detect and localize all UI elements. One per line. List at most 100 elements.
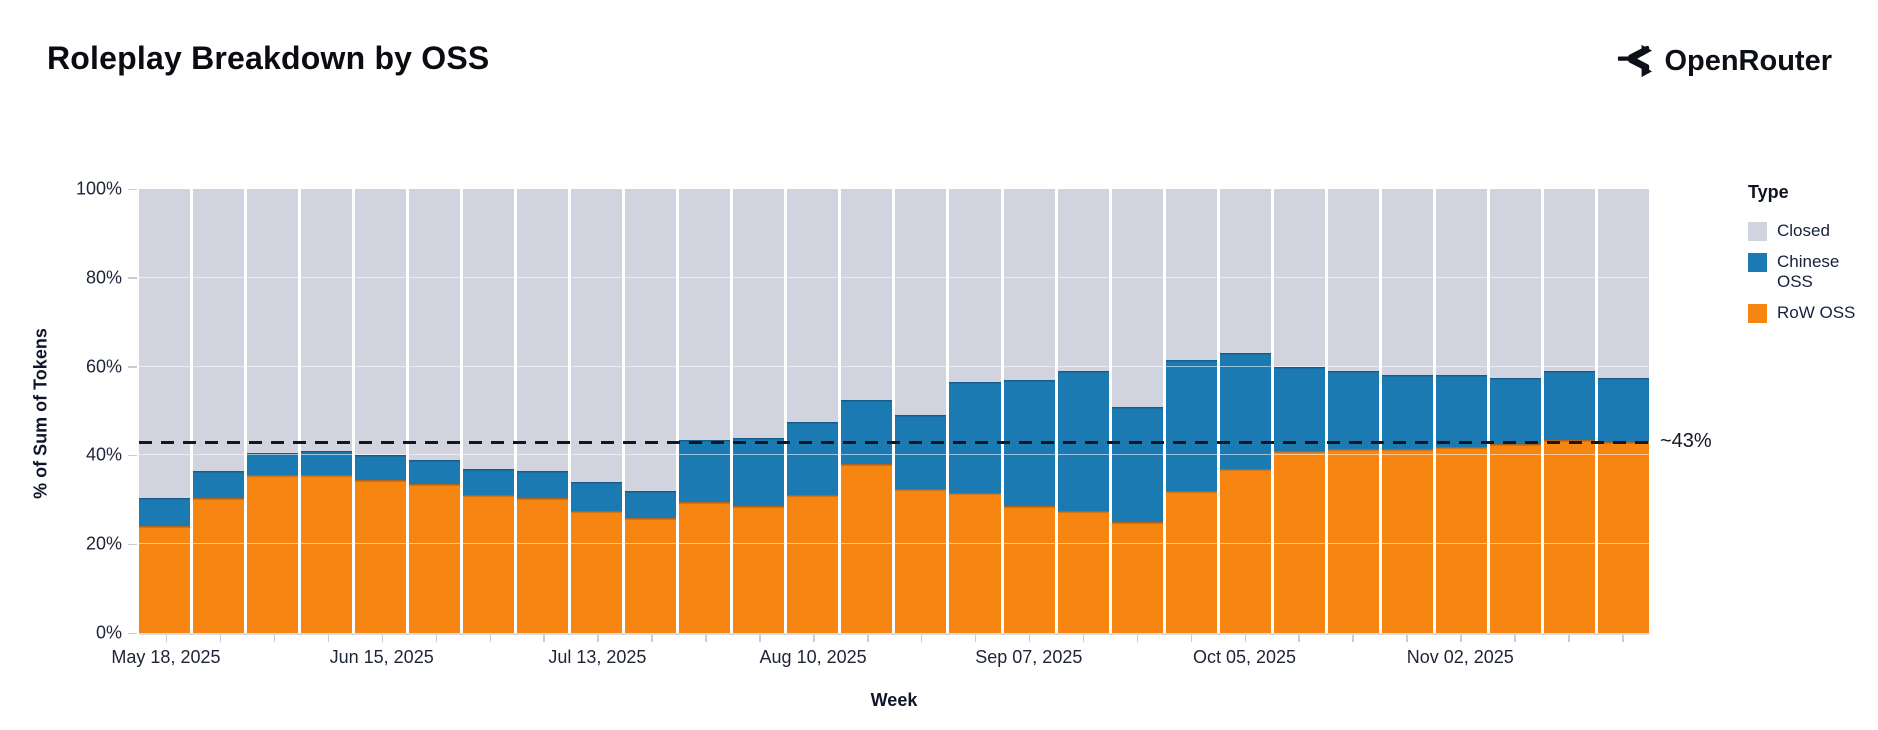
bar [1111,189,1163,633]
bar-segment-row-oss [139,526,191,633]
x-tick-mark [543,635,545,642]
bar-segment-chinese-oss [571,482,623,511]
x-tick-mark [867,635,869,642]
bar-segment-row-oss [1219,468,1271,633]
bar-segment-chinese-oss [679,439,731,503]
y-tick-mark [128,543,137,546]
bar-segment-row-oss [1057,510,1109,633]
bar-segment-row-oss [301,475,353,633]
x-tick-label: Oct 05, 2025 [1192,647,1297,667]
bar [1165,189,1217,633]
bar-segment-closed [625,189,677,491]
y-tick-label: 0% [95,622,122,643]
bar-segment-closed [247,189,299,454]
bar-segment-closed [355,189,407,456]
bar-segment-chinese-oss [139,497,191,527]
x-tick-mark [1028,635,1031,642]
legend-swatch-closed [1748,222,1767,241]
bar [679,189,731,633]
bar-segment-row-oss [1381,448,1433,633]
bar-segment-row-oss [841,464,893,633]
x-tick-mark [1460,635,1462,642]
bar [787,189,839,633]
bar-segment-row-oss [355,479,407,633]
bar [1219,189,1271,633]
reference-line [139,440,1653,444]
bar-segment-chinese-oss [787,422,839,496]
bar-segment-closed [1489,189,1541,378]
plot-area [139,189,1649,633]
bar-segment-closed [787,189,839,423]
bar [625,189,677,633]
x-tick-mark [1406,635,1408,642]
x-tick-mark [597,635,599,642]
bar-segment-chinese-oss [1597,377,1649,443]
bar-segment-closed [571,189,623,483]
bar [409,189,461,633]
bar-segment-chinese-oss [193,470,245,498]
bar-segment-closed [301,189,353,451]
openrouter-logo-icon [1618,44,1653,78]
bar-segment-row-oss [247,475,299,633]
bar [247,189,299,633]
x-tick-mark [1622,635,1624,642]
x-tick-mark [759,635,761,642]
bar-segment-row-oss [1165,490,1217,633]
x-tick-mark [381,635,384,642]
bar-segment-closed [841,189,893,400]
legend-item-closed: Closed [1748,221,1868,242]
bar [1435,189,1487,633]
x-tick-mark [219,635,222,642]
brand-name: OpenRouter [1664,44,1832,77]
legend-item-row-oss: RoW OSS [1748,303,1868,324]
bar [1381,189,1433,633]
brand-logo: OpenRouter [1616,44,1832,78]
bar-segment-chinese-oss [841,399,893,465]
bar-segment-closed [949,189,1001,383]
bar [139,189,191,633]
bar-segment-chinese-oss [625,490,677,518]
bar-segment-row-oss [1273,450,1325,633]
bar [733,189,785,633]
bar [463,189,515,633]
x-tick-label: Nov 02, 2025 [1406,647,1514,667]
bar-segment-row-oss [733,506,785,633]
reference-line-label: ~43% [1660,430,1712,453]
legend-items: Closed Chinese OSS RoW OSS [1748,221,1868,324]
bar [517,189,569,633]
bar-segment-row-oss [1003,506,1055,633]
bar-segment-row-oss [1435,446,1487,633]
bar-segment-chinese-oss [1435,375,1487,447]
y-tick-label: 100% [75,178,122,199]
legend-swatch-chinese-oss [1748,252,1767,272]
bar-segment-row-oss [409,484,461,633]
x-tick-label: Jul 13, 2025 [548,647,647,667]
bar-segment-closed [895,189,947,416]
x-axis-title: Week [870,690,918,710]
legend: Type Closed Chinese OSS RoW OSS [1748,182,1868,334]
y-tick-mark [128,454,137,457]
bar-segment-row-oss [1327,448,1379,633]
x-tick-mark [920,635,923,642]
bar-segment-row-oss [679,502,731,633]
x-tick-mark [435,635,438,642]
x-tick-mark [165,635,168,642]
legend-title: Type [1748,182,1789,202]
x-tick-mark [327,635,330,642]
bar-segment-row-oss [895,488,947,633]
bar-segment-closed [1003,189,1055,380]
bar-segment-closed [1111,189,1163,407]
bar-segment-chinese-oss [1327,371,1379,449]
bar-segment-closed [1057,189,1109,372]
y-tick-mark [128,366,137,368]
bar [949,189,1001,633]
bar-segment-closed [1435,189,1487,376]
bar [1597,189,1649,633]
bar [355,189,407,633]
x-tick-mark [1352,635,1354,642]
bar-segment-chinese-oss [247,453,299,476]
bar-segment-chinese-oss [1273,366,1325,451]
x-tick-label: Jun 15, 2025 [329,647,434,667]
bar-segment-chinese-oss [1381,375,1433,449]
bar-segment-row-oss [1489,444,1541,633]
